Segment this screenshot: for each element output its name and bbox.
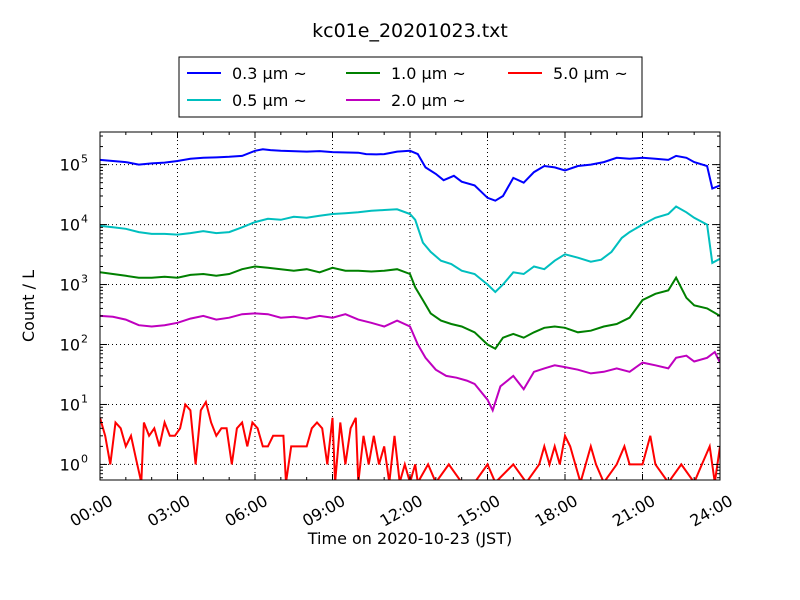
y-tick-label: 10 1 (60, 392, 88, 414)
legend-box (178, 56, 643, 118)
y-tick-base: 10 (60, 455, 80, 474)
series-line-5 (100, 399, 720, 480)
y-tick-base: 10 (60, 156, 80, 175)
series-lines (100, 148, 720, 480)
series-line-4 (100, 312, 720, 413)
series-line-3 (100, 265, 720, 351)
legend-label: 1.0 μm ~ (391, 64, 466, 83)
x-axis-title: Time on 2020-10-23 (JST) (307, 529, 512, 548)
chart-title: kc01e_20201023.txt (312, 20, 508, 42)
y-tick-label: 10 5 (60, 153, 88, 175)
y-tick-label: 10 2 (60, 333, 88, 355)
y-tick-base: 10 (60, 216, 80, 235)
y-tick-label: 10 0 (60, 452, 88, 474)
y-tick-base: 10 (60, 336, 80, 355)
legend-label: 2.0 μm ~ (391, 91, 466, 110)
y-tick-exponent: 5 (81, 153, 88, 166)
y-tick-exponent: 2 (81, 333, 88, 346)
legend-label: 5.0 μm ~ (553, 64, 628, 83)
y-tick-exponent: 4 (81, 213, 88, 226)
y-tick-base: 10 (60, 395, 80, 414)
series-line-1 (100, 148, 720, 202)
series-line-2 (100, 205, 720, 294)
legend-label: 0.3 μm ~ (232, 64, 307, 83)
y-tick-base: 10 (60, 276, 80, 295)
y-tick-label: 10 3 (60, 273, 88, 295)
ticks (99, 132, 721, 480)
y-tick-exponent: 3 (81, 273, 88, 286)
y-tick-label: 10 4 (60, 213, 88, 235)
y-axis-title: Count / L (19, 270, 38, 342)
y-tick-exponent: 1 (81, 392, 88, 405)
legend: 0.3 μm ~ 0.5 μm ~ 1.0 μm ~ 2.0 μm ~ 5.0 μm ~ (178, 56, 643, 118)
y-tick-exponent: 0 (81, 452, 88, 465)
legend-label: 0.5 μm ~ (232, 91, 307, 110)
